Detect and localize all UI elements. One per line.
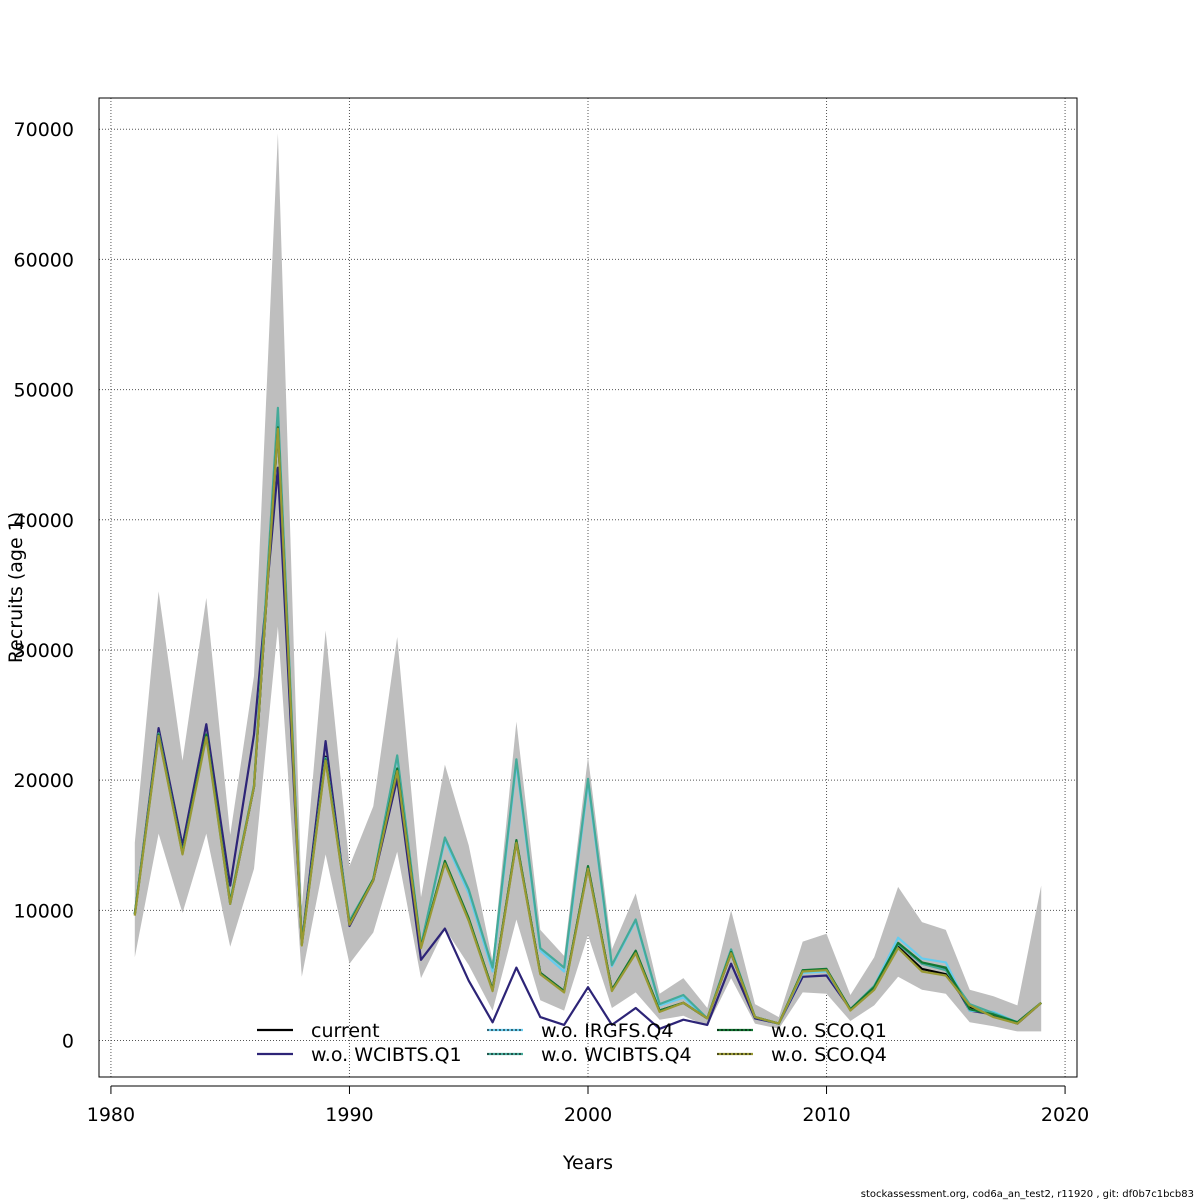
- x-tick-label-1: 1990: [325, 1104, 373, 1126]
- x-tick-label-2: 2000: [564, 1104, 612, 1126]
- y-tick-label-4: 40000: [14, 510, 74, 532]
- y-tick-label-0: 0: [62, 1031, 74, 1053]
- y-tick-label-5: 50000: [14, 380, 74, 402]
- y-tick-label-7: 70000: [14, 119, 74, 141]
- series-line-5: [133, 427, 1042, 1025]
- y-axis: 0 10000 20000 30000 40000 50000 60000 70000: [14, 119, 74, 1052]
- plot-frame: [98, 97, 1078, 1078]
- series-lines: [133, 406, 1042, 1030]
- x-tick-label-3: 2010: [802, 1104, 850, 1126]
- confidence-band: [134, 133, 1042, 1032]
- footer-credit: stockassessment.org, cod6a_an_test2, r11…: [861, 1189, 1194, 1200]
- legend-label-2: w.o. IRGFS.Q4: [541, 1020, 673, 1042]
- legend-label-4: w.o. SCO.Q1: [771, 1020, 887, 1042]
- x-axis: 1980 1990 2000 2010 2020: [87, 1085, 1089, 1126]
- x-axis-title: Years: [562, 1152, 613, 1174]
- y-tick-label-3: 30000: [14, 640, 74, 662]
- y-tick-label-1: 10000: [14, 900, 74, 922]
- legend-label-0: current: [311, 1020, 380, 1042]
- x-tick-label-0: 1980: [87, 1104, 135, 1126]
- legend-label-3: w.o. WCIBTS.Q4: [541, 1044, 692, 1066]
- legend-label-5: w.o. SCO.Q4: [771, 1044, 887, 1066]
- x-tick-label-4: 2020: [1041, 1104, 1089, 1126]
- confidence-band-area: [134, 133, 1042, 1032]
- y-axis-title: Recruits (age 1): [5, 512, 27, 663]
- y-tick-label-6: 60000: [14, 249, 74, 271]
- legend-label-1: w.o. WCIBTS.Q1: [311, 1044, 462, 1066]
- y-tick-label-2: 20000: [14, 770, 74, 792]
